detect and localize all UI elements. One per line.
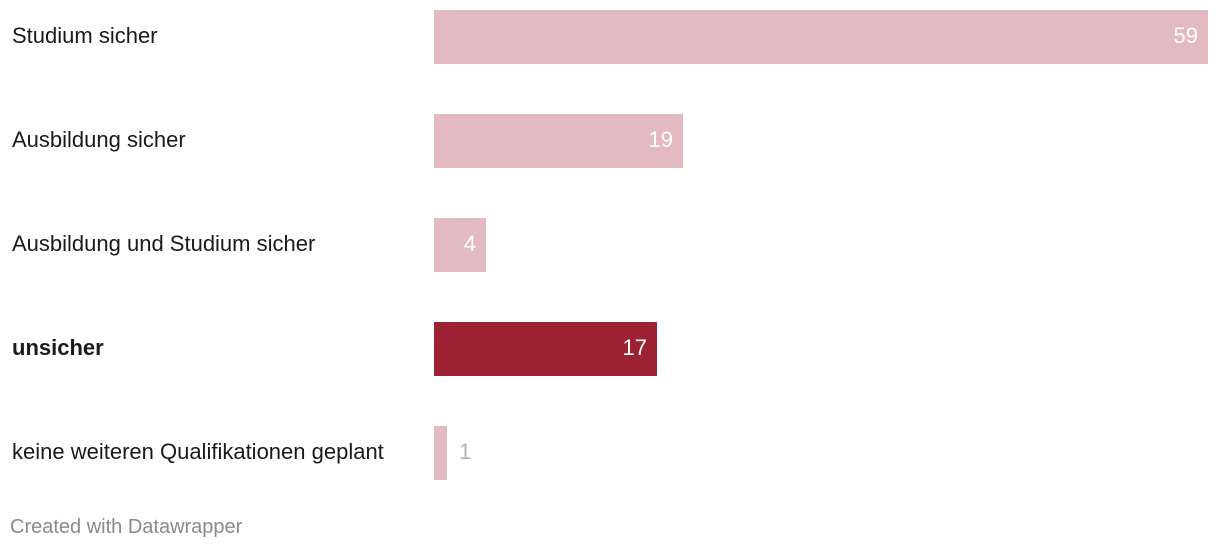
value-label: 17 bbox=[622, 335, 647, 360]
category-label: keine weiteren Qualifikationen geplant bbox=[12, 439, 384, 464]
bar-row: unsicher 17 bbox=[0, 322, 1220, 376]
bar bbox=[434, 10, 1208, 64]
bar-chart: Studium sicher 59 Ausbildung sicher 19 Ausbi… bbox=[0, 10, 1220, 480]
bar bbox=[434, 426, 447, 480]
value-label: 59 bbox=[1173, 23, 1198, 48]
bar bbox=[434, 322, 657, 376]
category-label: unsicher bbox=[12, 335, 104, 360]
bar-row: Ausbildung und Studium sicher 4 bbox=[0, 218, 1220, 272]
bar-row: keine weiteren Qualifikationen geplant 1 bbox=[0, 426, 1220, 480]
bar-row: Studium sicher 59 bbox=[0, 10, 1220, 64]
category-label: Studium sicher bbox=[12, 23, 158, 48]
category-label: Ausbildung und Studium sicher bbox=[12, 231, 316, 256]
category-label: Ausbildung sicher bbox=[12, 127, 186, 152]
value-label: 4 bbox=[463, 231, 476, 256]
bar bbox=[434, 218, 486, 272]
bar-row: Ausbildung sicher 19 bbox=[0, 114, 1220, 168]
value-label: 19 bbox=[648, 127, 673, 152]
value-label: 1 bbox=[459, 439, 472, 464]
credit-footer: Created with Datawrapper bbox=[10, 516, 243, 538]
bar bbox=[434, 114, 683, 168]
